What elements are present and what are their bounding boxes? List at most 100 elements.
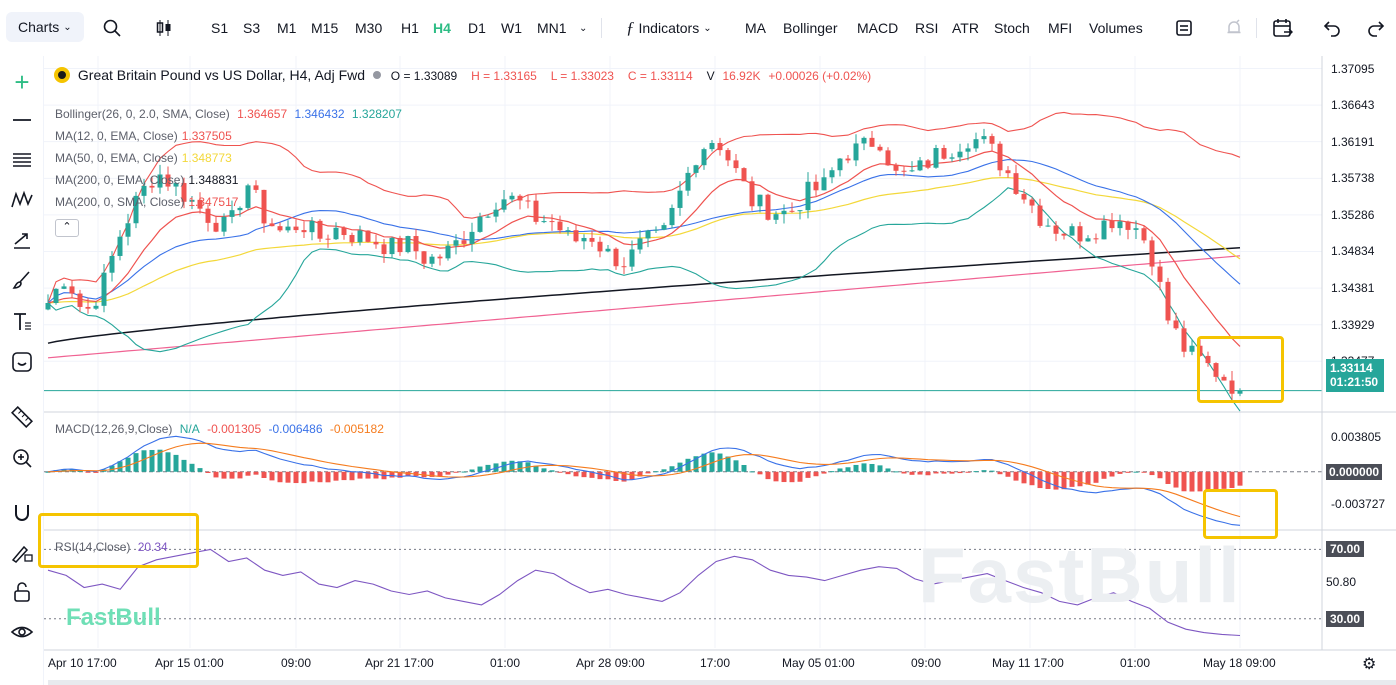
candle-body (1109, 220, 1115, 229)
candle-body (893, 165, 899, 171)
ma200e-label: MA(200, 0, EMA, Close) (55, 173, 185, 187)
macd-histogram-bar (829, 471, 835, 473)
candle-body (909, 170, 915, 172)
undo-button[interactable] (1322, 0, 1342, 56)
candle-body (1029, 199, 1035, 206)
macd-histogram-bar (341, 471, 347, 481)
candle-body (101, 272, 107, 306)
candle-body (981, 136, 987, 140)
ma200-sma-line (47, 255, 1241, 359)
bollinger-legend[interactable]: Bollinger(26, 0, 2.0, SMA, Close) 1.3646… (55, 107, 406, 121)
macd-histogram-bar (357, 471, 363, 479)
emoji-tool[interactable] (6, 346, 38, 378)
candle-body (213, 222, 219, 232)
macd-histogram-bar (533, 465, 539, 472)
trend-tool[interactable] (6, 224, 38, 256)
chart-type-button[interactable] (154, 0, 174, 56)
fib-tool[interactable] (6, 144, 38, 176)
macd-histogram-bar (997, 471, 1003, 475)
price-tick: 1.37095 (1331, 61, 1375, 76)
candle-body (413, 236, 419, 252)
indicator-bollinger[interactable]: Bollinger (783, 20, 838, 36)
indicator-rsi[interactable]: RSI (915, 20, 939, 36)
macd-histogram-bar (933, 471, 939, 474)
ma50-legend[interactable]: MA(50, 0, EMA, Close) 1.348773 (55, 151, 236, 165)
macd-histogram-bar (677, 462, 683, 472)
bollinger-upper-value: 1.364657 (237, 107, 288, 121)
timeframe-h4[interactable]: H4 (433, 20, 451, 36)
candle-body (965, 148, 971, 152)
candle-body (93, 305, 99, 309)
zoom-tool[interactable] (6, 442, 38, 474)
chart-settings-button[interactable]: ⚙ (1362, 654, 1376, 674)
timeframe-m1[interactable]: M1 (277, 20, 297, 36)
redo-button[interactable] (1366, 0, 1386, 56)
timeframe-d1[interactable]: D1 (468, 20, 486, 36)
candle-body (757, 194, 763, 207)
candle-body (469, 231, 475, 244)
horizontal-line-tool[interactable] (6, 104, 38, 136)
timeframe-m30[interactable]: M30 (355, 20, 383, 36)
candle-body (221, 216, 227, 232)
macd-histogram-bar (373, 471, 379, 479)
candle-body (685, 172, 691, 191)
search-icon (103, 19, 121, 37)
brush-tool[interactable] (6, 264, 38, 296)
ma12-legend[interactable]: MA(12, 0, EMA, Close) 1.337505 (55, 129, 236, 143)
ohlc-high: H = 1.33165 (471, 69, 537, 83)
macd-line (47, 435, 1241, 526)
macd-histogram-bar (333, 471, 339, 481)
candle-body (1189, 345, 1195, 352)
chevron-down-icon[interactable]: ⌄ (579, 22, 588, 34)
candle-body (813, 181, 819, 191)
macd-histogram-bar (597, 471, 603, 480)
highlight-last-price (1197, 336, 1284, 403)
templates-button[interactable] (1174, 0, 1194, 56)
indicators-button[interactable]: ƒ Indicators ⌄ (626, 0, 712, 56)
timeframe-s3[interactable]: S3 (243, 20, 261, 36)
stay-drawing-tool[interactable] (6, 536, 38, 568)
alert-button[interactable] (1224, 0, 1244, 56)
timeframe-m15[interactable]: M15 (311, 20, 339, 36)
macd-histogram-bar (653, 471, 659, 473)
macd-histogram-bar (453, 471, 459, 473)
charts-menu-button[interactable]: Charts ⌄ (6, 12, 84, 42)
indicator-ma[interactable]: MA (745, 20, 766, 36)
macd-histogram-bar (53, 470, 59, 472)
ma200e-legend[interactable]: MA(200, 0, EMA, Close) 1.348831 (55, 173, 242, 187)
candle-body (837, 158, 843, 171)
macd-histogram-bar (125, 457, 131, 472)
indicator-atr[interactable]: ATR (952, 20, 979, 36)
macd-histogram-bar (389, 471, 395, 478)
candle-body (717, 142, 723, 151)
rsi-legend[interactable]: RSI(14,Close) 20.34 (55, 540, 172, 554)
macd-histogram-bar (261, 471, 267, 478)
crosshair-tool[interactable]: + (6, 66, 38, 98)
status-dot-icon (372, 71, 381, 79)
visibility-tool[interactable] (6, 616, 38, 648)
calendar-button[interactable] (1272, 0, 1294, 56)
macd-histogram-bar (461, 471, 467, 473)
timeframe-s1[interactable]: S1 (211, 20, 229, 36)
ma200s-legend[interactable]: MA(200, 0, SMA, Close) 1.347517 (55, 195, 242, 209)
magnet-tool[interactable] (6, 496, 38, 528)
indicator-stoch[interactable]: Stoch (994, 20, 1030, 36)
macd-legend[interactable]: MACD(12,26,9,Close) N/A -0.001305 -0.006… (55, 422, 388, 436)
indicator-mfi[interactable]: MFI (1048, 20, 1073, 36)
plus-icon: + (14, 67, 30, 97)
timeframe-w1[interactable]: W1 (501, 20, 522, 36)
price-tick: 1.34834 (1331, 244, 1375, 259)
lock-tool[interactable] (6, 576, 38, 608)
collapse-legend-button[interactable]: ⌃ (55, 219, 79, 237)
indicator-volumes[interactable]: Volumes (1089, 20, 1143, 36)
pattern-tool[interactable] (6, 184, 38, 216)
timeframe-h1[interactable]: H1 (401, 20, 419, 36)
search-button[interactable] (102, 0, 122, 56)
macd-histogram-bar (701, 453, 707, 472)
timeframe-mn1[interactable]: MN1 (537, 20, 567, 36)
measure-tool[interactable] (6, 401, 38, 433)
indicator-macd[interactable]: MACD (857, 20, 899, 36)
text-tool[interactable] (6, 306, 38, 338)
lines-icon (13, 153, 31, 167)
candle-body (629, 249, 635, 267)
